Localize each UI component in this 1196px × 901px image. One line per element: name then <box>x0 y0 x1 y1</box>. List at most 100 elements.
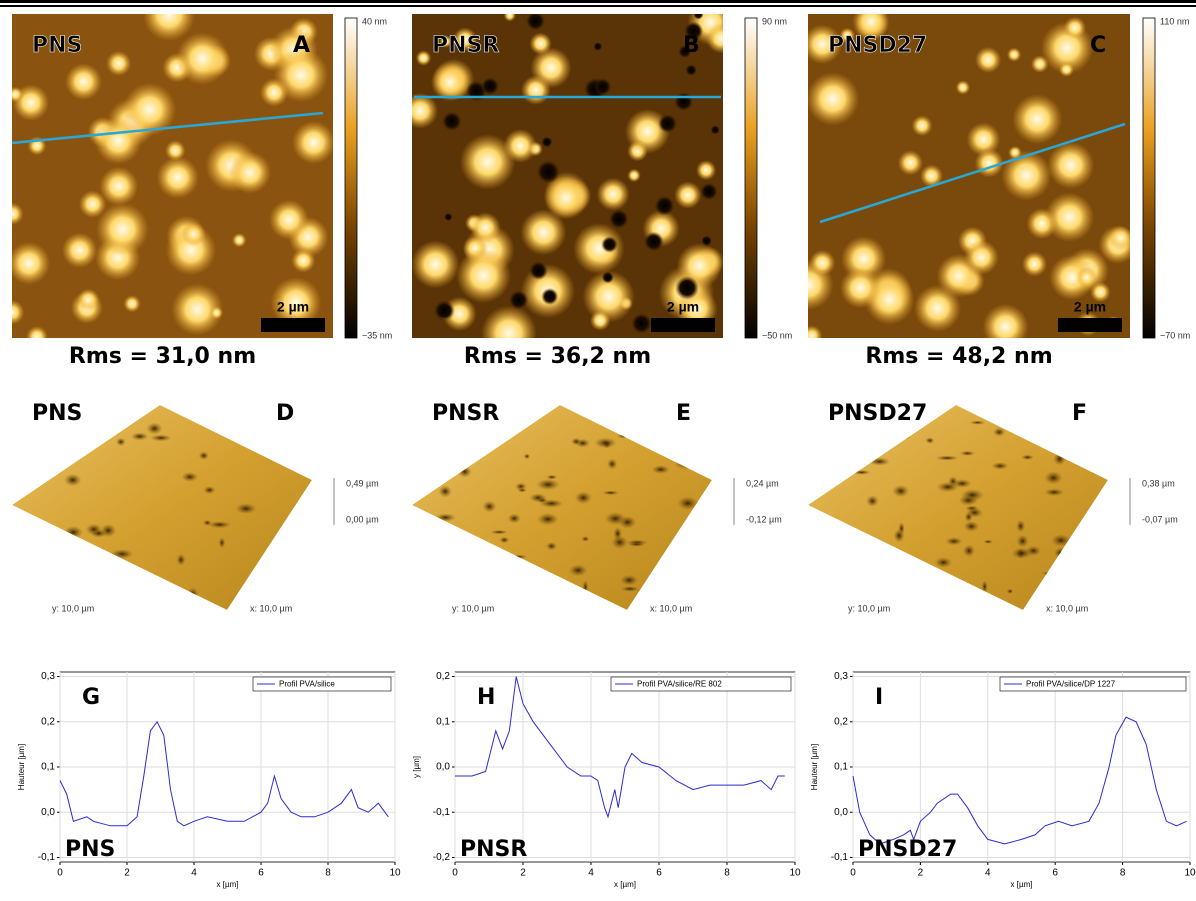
surface-feature <box>146 422 163 435</box>
surface-feature <box>435 513 456 522</box>
surface-feature <box>581 536 590 542</box>
surface-feature <box>963 520 980 532</box>
afm-feature <box>982 303 1029 338</box>
x-tick-label: 8 <box>724 868 730 879</box>
afm-feature <box>1059 62 1074 77</box>
surface-feature <box>1044 471 1063 485</box>
afm-pore <box>529 261 548 280</box>
surface-feature <box>841 432 850 437</box>
surface-feature <box>981 580 988 594</box>
surface-feature <box>1048 420 1070 434</box>
surface-feature <box>866 495 879 507</box>
colorbar-max: 90 nm <box>762 16 787 26</box>
y-axis-label: Hauteur [µm] <box>810 744 819 790</box>
surface-feature <box>959 450 976 456</box>
surface-feature <box>685 576 702 583</box>
afm-feature <box>705 23 723 54</box>
surface-feature <box>116 437 126 447</box>
x-tick-label: 2 <box>918 868 924 879</box>
afm-feature <box>1001 150 1052 201</box>
sample-label: PNS <box>65 837 115 862</box>
sample-label: PNSD27 <box>858 837 957 862</box>
z-min: -0,07 µm <box>1142 514 1178 524</box>
afm-feature <box>171 283 224 336</box>
scale-bar-label: 2 µm <box>277 299 309 315</box>
surface-feature <box>673 456 698 470</box>
afm-feature <box>1063 16 1086 39</box>
afm-pore <box>536 160 560 184</box>
surface-feature <box>868 457 890 466</box>
sample-label: PNSD27 <box>828 33 927 58</box>
surface-feature <box>536 478 560 491</box>
panel-label: G <box>82 685 100 710</box>
panel-label: A <box>293 33 310 58</box>
scale-bar-label: 2 µm <box>667 299 699 315</box>
afm-feature <box>96 202 149 256</box>
surface-feature <box>267 547 284 554</box>
surface-feature <box>63 525 83 539</box>
surface-feature <box>1052 569 1071 575</box>
x-tick-label: 4 <box>588 868 594 879</box>
panel-label: F <box>1072 401 1087 426</box>
surface-feature <box>852 469 871 475</box>
y-tick-label: -0,1 <box>433 807 451 818</box>
afm-feature <box>273 47 329 103</box>
afm-pore <box>684 21 704 41</box>
surface-feature <box>1046 426 1064 439</box>
surface-feature <box>187 587 199 602</box>
y-tick-label: 0,1 <box>41 762 55 773</box>
afm-feature <box>975 46 1002 73</box>
afm-feature <box>481 305 537 338</box>
surface-feature <box>958 495 979 506</box>
surface-feature <box>651 465 670 474</box>
scale-bar <box>261 318 325 332</box>
surface-feature <box>841 579 861 591</box>
surface-feature <box>1041 571 1058 576</box>
surface-feature <box>438 439 447 445</box>
y-tick-label: 0,3 <box>834 671 848 682</box>
surface-feature <box>830 586 853 599</box>
afm-feature <box>674 181 702 209</box>
surface-feature <box>499 536 510 544</box>
surface-feature <box>203 486 216 495</box>
surface-feature <box>458 465 472 478</box>
y-tick-label: -0,2 <box>433 852 451 863</box>
surface-feature <box>837 538 861 551</box>
surface-feature <box>582 580 589 594</box>
surface-feature <box>444 466 463 473</box>
surface-feature <box>1054 547 1067 559</box>
surface-feature <box>472 563 479 577</box>
colorbar <box>744 17 758 339</box>
surface-feature <box>517 488 527 493</box>
surface-feature <box>235 503 257 515</box>
afm-feature <box>582 270 635 323</box>
surface-feature <box>1085 525 1103 530</box>
profile-line <box>59 720 389 827</box>
surface <box>412 405 712 610</box>
afm-pore <box>481 77 499 96</box>
surface-feature <box>611 535 628 550</box>
surface-feature <box>218 537 226 549</box>
legend-box <box>610 676 792 692</box>
surface-feature <box>677 496 699 511</box>
surface-feature <box>628 542 646 547</box>
surface-feature <box>1006 588 1014 594</box>
sample-label: PNSD27 <box>828 401 927 426</box>
afm-pore <box>700 182 718 201</box>
x-tick-label: 6 <box>1052 868 1058 879</box>
afm-pore <box>433 300 455 322</box>
y-tick-label: 0,1 <box>436 716 450 727</box>
legend-label: Profil PVA/silice/DP 1227 <box>1026 680 1116 689</box>
surface-feature <box>1021 454 1034 460</box>
surface-feature <box>992 427 1006 437</box>
afm-feature <box>412 92 439 129</box>
afm-feature <box>1006 47 1022 62</box>
sample-label: PNSR <box>432 33 499 58</box>
afm-feature <box>624 108 670 154</box>
y-tick-label: 0,0 <box>436 762 450 773</box>
afm-feature <box>955 80 971 95</box>
y-tick-label: 0,2 <box>436 671 450 682</box>
surface-feature <box>536 512 559 526</box>
y-tick-label: 0,0 <box>41 807 55 818</box>
